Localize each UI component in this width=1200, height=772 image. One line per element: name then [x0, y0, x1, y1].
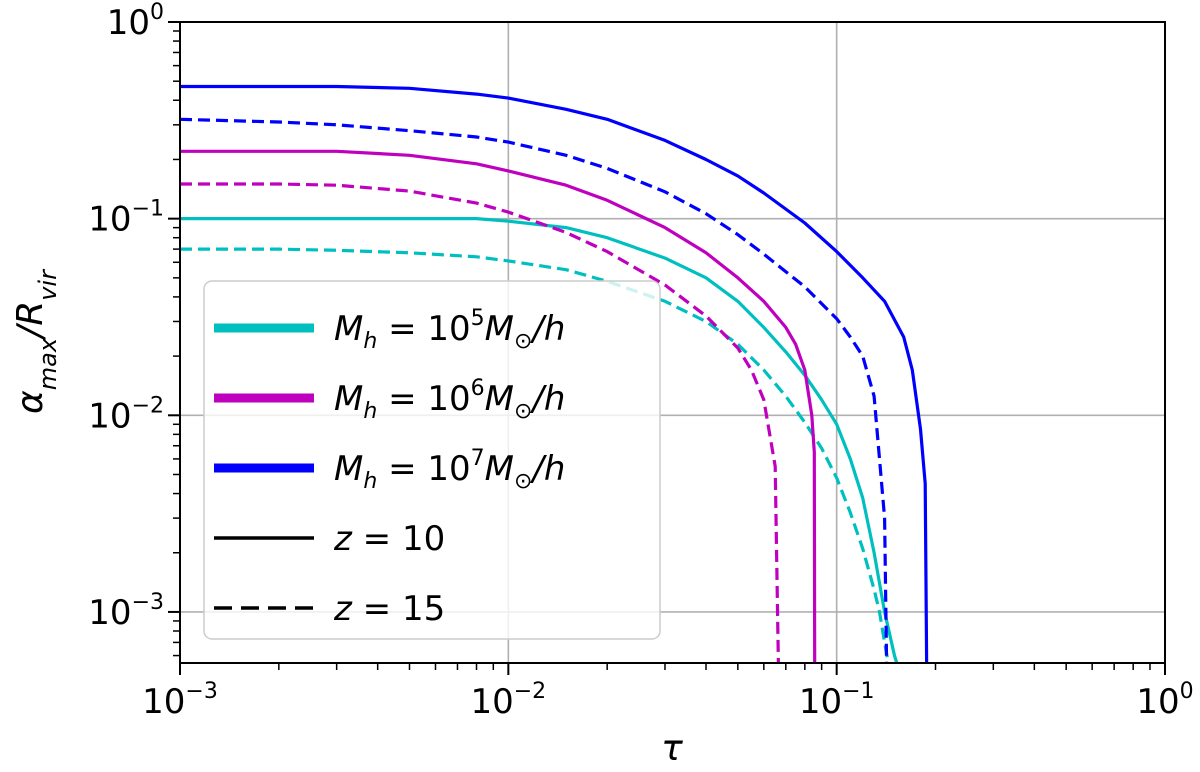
plot-frame	[179, 21, 1166, 664]
y-tick-labels: 10−3 10−2 10−1 100	[88, 0, 164, 633]
series-line-1	[180, 217, 899, 663]
series-line-3	[180, 149, 817, 663]
x-axis-label: τ	[661, 728, 683, 769]
x-tick-label: 100	[1136, 679, 1193, 722]
series-line-5	[180, 84, 929, 663]
y-tick-label: 10−3	[88, 590, 164, 633]
y-tick-label: 10−2	[88, 393, 164, 436]
legend-frame	[203, 280, 661, 640]
legend-item-z10: z = 10	[214, 519, 445, 559]
x-tick-label: 10−2	[470, 679, 546, 722]
legend-item-m7: Mh = 107M⊙/h	[214, 446, 565, 494]
legend-item-m5: Mh = 105M⊙/h	[214, 306, 565, 354]
y-tick-label: 10−1	[88, 197, 164, 240]
x-tick-label: 10−1	[799, 679, 875, 722]
legend-label: Mh = 106M⊙/h	[334, 376, 565, 424]
y-tick-label: 100	[107, 0, 164, 43]
series-line-4	[180, 182, 780, 663]
legend-label: Mh = 105M⊙/h	[334, 306, 565, 354]
legend-label: Mh = 107M⊙/h	[334, 446, 565, 494]
legend-item-m6: Mh = 106M⊙/h	[214, 376, 565, 424]
minor-ticks	[173, 30, 1151, 670]
major-ticks	[168, 21, 1166, 675]
x-tick-label: 10−3	[142, 679, 218, 722]
legend-label: z = 10	[333, 519, 445, 559]
y-axis-label: αmax/Rvir	[10, 268, 62, 414]
series-line-6	[180, 117, 889, 663]
series-line-2	[180, 247, 890, 663]
series-layer	[180, 84, 929, 663]
x-tick-labels: 10−3 10−2 10−1 100	[142, 679, 1193, 722]
legend: Mh = 105M⊙/h Mh = 106M⊙/h Mh = 107M⊙/h z = …	[203, 280, 661, 640]
legend-label: z = 15	[333, 589, 445, 629]
legend-item-z15: z = 15	[214, 589, 445, 629]
